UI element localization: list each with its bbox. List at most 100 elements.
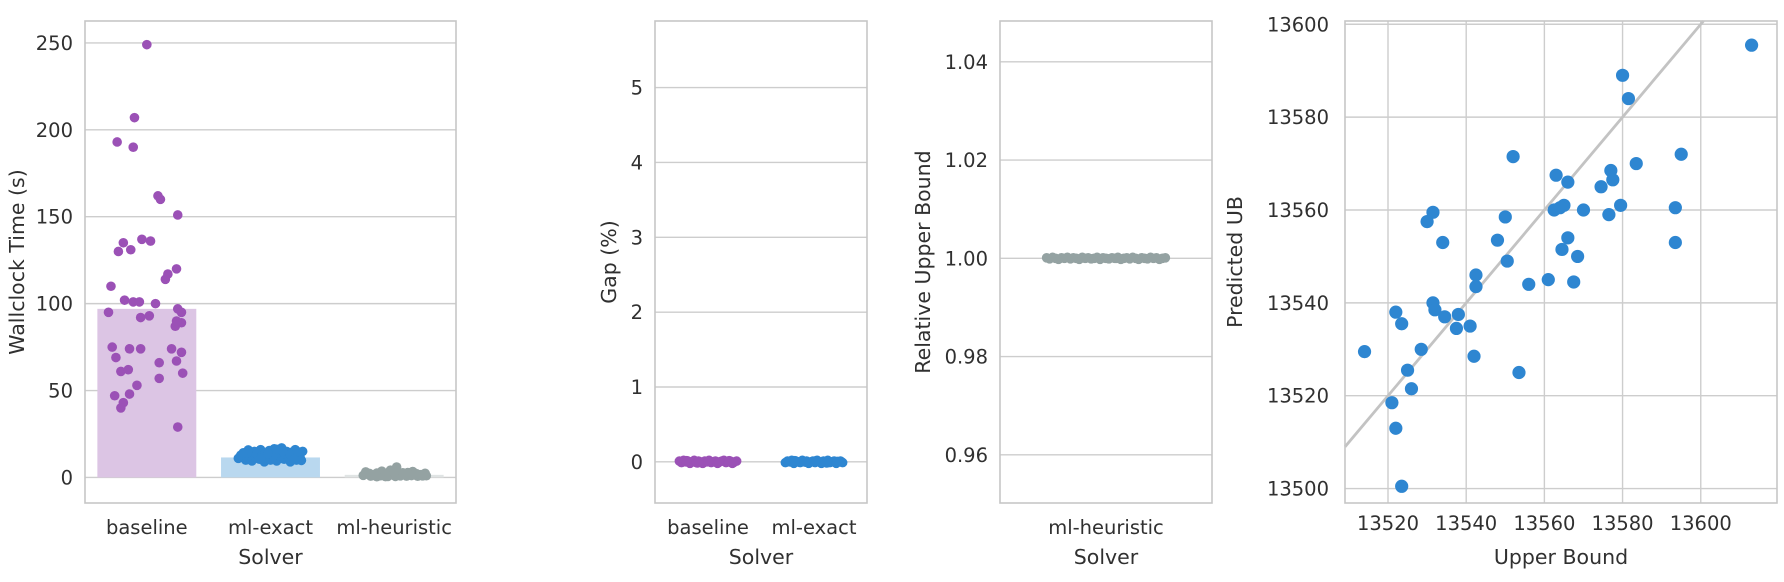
- strip-point-baseline: [155, 194, 166, 205]
- strip-point-ml-exact: [811, 455, 821, 466]
- strip-point-baseline: [125, 244, 136, 255]
- axes-frame: [999, 20, 1213, 504]
- scatter-point: [1395, 317, 1409, 331]
- x-axis-label: Solver: [729, 545, 794, 569]
- strip-point-baseline: [109, 390, 120, 401]
- scatter-point: [1449, 321, 1464, 336]
- y-tick-label: 1.02: [945, 149, 988, 172]
- y-axis-label: Gap (%): [597, 220, 621, 303]
- strip-point-baseline: [160, 274, 171, 285]
- scatter-point: [1561, 175, 1575, 189]
- scatter-point: [1571, 249, 1585, 264]
- axes-frame: [654, 20, 868, 504]
- strip-point-baseline: [119, 295, 130, 305]
- strip-point-baseline: [124, 344, 135, 354]
- scatter-point: [1438, 310, 1452, 324]
- strip-point-baseline: [111, 352, 121, 363]
- strip-point-ml-exact: [821, 458, 832, 468]
- scatter-point: [1469, 268, 1483, 282]
- scatter-point: [1463, 319, 1477, 333]
- strip-point-ml-exact: [292, 446, 303, 457]
- strip-point-ml-exact: [296, 455, 307, 466]
- strip-point-baseline: [703, 456, 713, 467]
- strip-point-ml-exact: [263, 448, 273, 459]
- x-tick-label: ml-exact: [228, 516, 313, 539]
- x-axis-label: Solver: [238, 545, 303, 569]
- strip-point-baseline: [692, 458, 703, 468]
- scatter-point: [1549, 168, 1563, 182]
- y-tick-label: 1.04: [945, 51, 988, 74]
- scatter-point: [1385, 396, 1399, 410]
- scatter-point: [1451, 307, 1465, 322]
- axes-frame: [1344, 20, 1778, 504]
- x-tick-label: 13600: [1670, 512, 1732, 535]
- strip-point-baseline: [118, 237, 129, 248]
- scatter-point: [1744, 38, 1759, 52]
- y-tick-label: 0: [631, 451, 643, 474]
- strip-point-ml-exact: [800, 457, 811, 468]
- strip-point-baseline: [128, 142, 139, 152]
- scatter-point: [1547, 203, 1561, 217]
- y-tick-label: 0.98: [945, 346, 988, 369]
- strip-point-ml-heuristic: [1111, 253, 1122, 264]
- x-tick-label: baseline: [667, 516, 749, 539]
- strip-point-baseline: [106, 281, 116, 292]
- strip-point-ml-exact: [255, 453, 266, 464]
- scatter-point: [1428, 303, 1442, 317]
- strip-point-baseline: [134, 297, 145, 307]
- y-tick-label: 13540: [1267, 292, 1329, 315]
- scatter-point: [1614, 198, 1628, 212]
- scatter-point: [1490, 233, 1505, 247]
- x-tick-label: 13580: [1592, 512, 1654, 535]
- strip-point-baseline: [150, 298, 161, 309]
- strip-point-baseline: [137, 234, 147, 245]
- strip-point-ml-heuristic: [1160, 253, 1171, 263]
- y-tick-label: 2: [631, 301, 643, 324]
- y-tick-label: 13580: [1267, 106, 1329, 129]
- strip-point-ml-exact: [790, 455, 800, 466]
- x-axis-label: Upper Bound: [1494, 545, 1628, 569]
- scatter-point: [1414, 342, 1428, 356]
- y-tick-label: 1.00: [945, 247, 988, 270]
- strip-point-baseline: [172, 422, 183, 432]
- strip-point-baseline: [154, 373, 164, 384]
- strip-point-ml-heuristic: [419, 469, 429, 479]
- scatter-point: [1621, 91, 1636, 106]
- strip-point-baseline: [171, 356, 182, 366]
- strip-point-baseline: [713, 457, 724, 468]
- strip-point-ml-exact: [836, 457, 847, 467]
- scatter-point: [1561, 231, 1575, 245]
- scatter-point: [1576, 203, 1591, 217]
- y-tick-label: 3: [631, 226, 643, 249]
- strip-point-baseline: [103, 307, 114, 318]
- scatter-point: [1389, 421, 1403, 435]
- panel-parity: 13520 13540 13560 13580 13600 13500 13520 13540…: [1223, 13, 1778, 569]
- x-tick-label: ml-exact: [772, 516, 857, 539]
- scatter-point: [1498, 210, 1512, 224]
- y-tick-label: 4: [631, 151, 643, 174]
- x-tick-label: 13540: [1435, 512, 1497, 535]
- scatter-point: [1668, 201, 1682, 215]
- strip-point-baseline: [116, 366, 126, 377]
- scatter-point: [1512, 365, 1526, 380]
- y-axis-label: Wallclock Time (s): [5, 169, 29, 354]
- strip-point-baseline: [123, 364, 134, 375]
- y-tick-label: 150: [36, 206, 73, 229]
- scatter-point: [1674, 147, 1688, 161]
- strip-point-baseline: [132, 380, 142, 391]
- panel-gap: baseline ml-exact 0 1 2 3 4 5 Solver Gap (%): [597, 20, 868, 569]
- scatter-point: [1606, 173, 1620, 187]
- x-tick-label: ml-heuristic: [1048, 516, 1164, 539]
- strip-point-baseline: [728, 457, 739, 468]
- strip-point-ml-heuristic: [389, 467, 399, 478]
- scatter-point: [1467, 349, 1481, 363]
- y-tick-label: 50: [48, 380, 73, 403]
- strip-point-ml-exact: [271, 444, 282, 455]
- y-tick-label: 13560: [1267, 199, 1329, 222]
- scatter-point: [1594, 180, 1608, 194]
- strip-point-baseline: [176, 307, 187, 318]
- y-axis-label: Predicted UB: [1223, 196, 1247, 328]
